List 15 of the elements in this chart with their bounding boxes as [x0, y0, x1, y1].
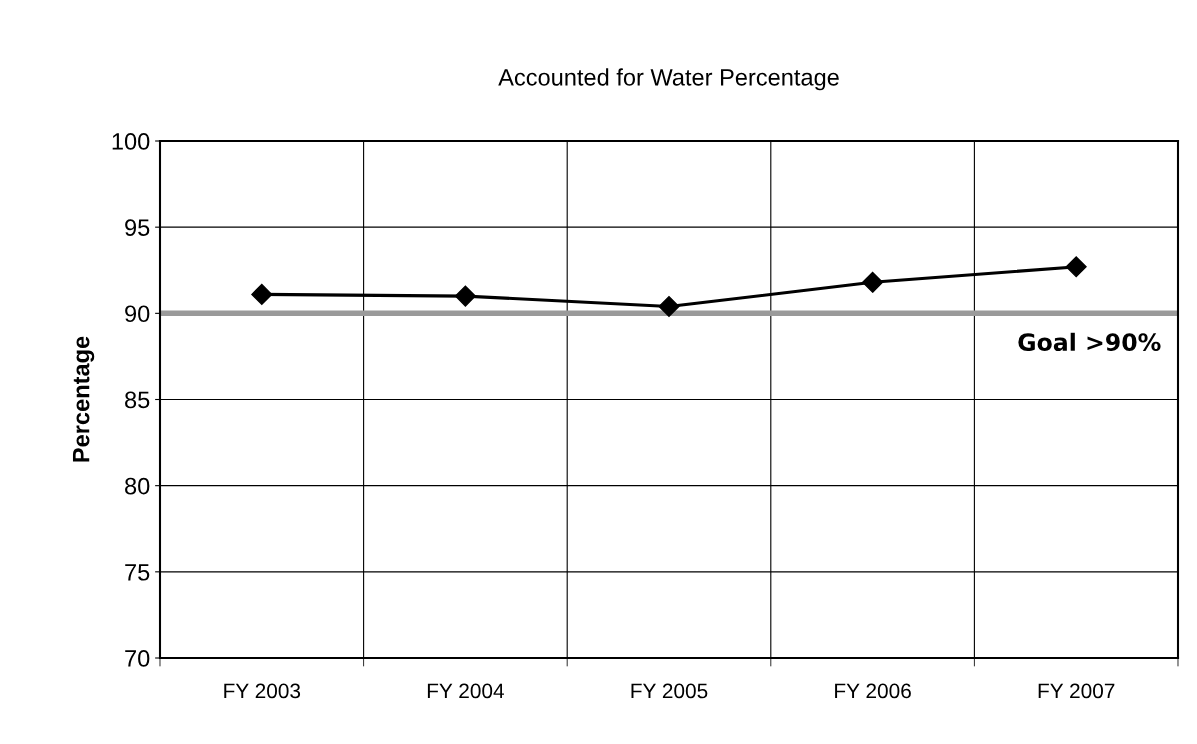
- y-tick-label: 90: [125, 305, 150, 323]
- x-tick-label: FY 2004: [427, 683, 504, 699]
- chart-title: Accounted for Water Percentage: [498, 68, 839, 91]
- y-tick-label: 80: [125, 477, 150, 495]
- y-axis-title: Percentage: [72, 336, 95, 462]
- x-tick-label: FY 2003: [224, 683, 301, 699]
- x-tick-label: FY 2007: [1038, 683, 1115, 699]
- x-tick-label: FY 2006: [835, 683, 911, 699]
- y-tick-label: 85: [125, 391, 150, 409]
- x-tick-label: FY 2005: [631, 683, 708, 699]
- y-tick-label: 95: [125, 219, 150, 236]
- y-tick-label: 70: [125, 650, 150, 667]
- y-tick-label: 75: [125, 564, 150, 581]
- ref-line-label: Goal >90%: [1018, 332, 1161, 352]
- y-tick-label: 100: [112, 133, 150, 150]
